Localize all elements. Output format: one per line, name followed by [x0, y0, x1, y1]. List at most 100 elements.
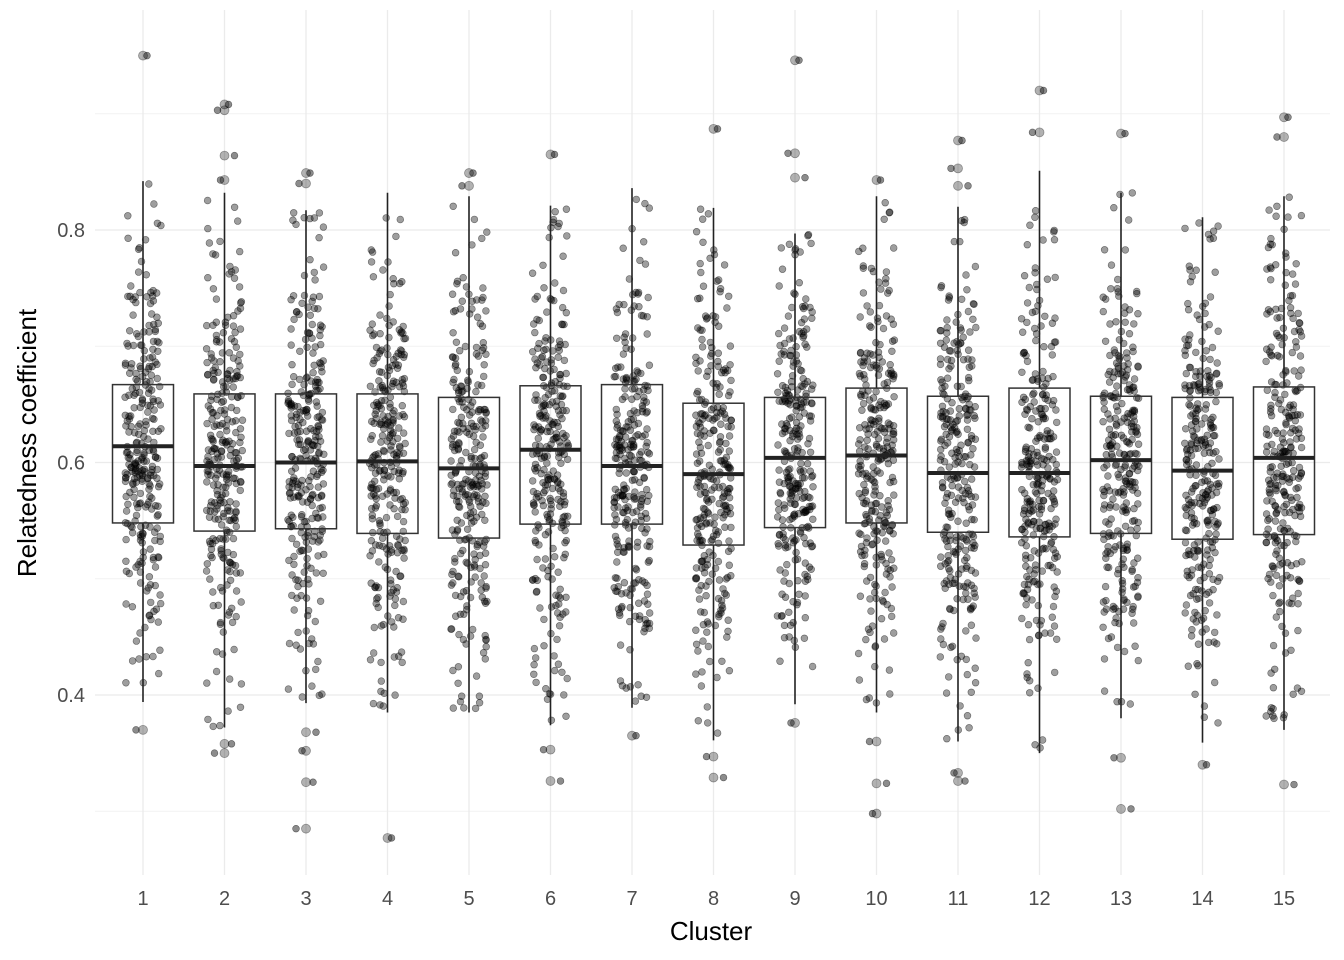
- jitter-point: [881, 537, 890, 545]
- jitter-point: [778, 265, 787, 273]
- jitter-point: [1267, 343, 1275, 351]
- jitter-point: [459, 588, 468, 596]
- jitter-point: [862, 577, 871, 585]
- jitter-point: [387, 446, 395, 454]
- jitter-point: [531, 460, 540, 469]
- jitter-point: [557, 498, 565, 506]
- jitter-point: [701, 505, 709, 513]
- jitter-point: [784, 312, 793, 320]
- jitter-point: [610, 498, 618, 506]
- jitter-point: [133, 473, 142, 481]
- jitter-point: [396, 215, 404, 224]
- jitter-point: [787, 346, 795, 355]
- jitter-point: [473, 542, 481, 551]
- jitter-point: [225, 608, 234, 616]
- outlier-point: [790, 172, 800, 183]
- jitter-point: [963, 416, 972, 424]
- jitter-point: [400, 351, 408, 359]
- jitter-point: [781, 425, 789, 433]
- jitter-point: [802, 295, 810, 303]
- jitter-point: [1211, 471, 1220, 479]
- jitter-point: [634, 431, 642, 439]
- jitter-point: [778, 590, 786, 598]
- jitter-point: [1206, 293, 1215, 301]
- jitter-point: [464, 424, 473, 433]
- jitter-point: [151, 528, 159, 536]
- jitter-point: [726, 342, 735, 350]
- jitter-point: [1025, 635, 1034, 644]
- jitter-point: [453, 280, 461, 288]
- jitter-point: [216, 496, 224, 504]
- jitter-point: [795, 426, 803, 434]
- jitter-point: [226, 558, 234, 567]
- jitter-point: [230, 457, 238, 465]
- jitter-point: [236, 247, 244, 256]
- jitter-point: [205, 239, 214, 247]
- jitter-point: [864, 625, 873, 633]
- jitter-point: [531, 328, 539, 337]
- jitter-point: [1289, 690, 1297, 698]
- jitter-point: [1126, 700, 1135, 708]
- jitter-point: [290, 315, 298, 324]
- jitter-point: [212, 295, 221, 303]
- jitter-point: [229, 534, 238, 543]
- jitter-point: [774, 539, 782, 548]
- jitter-point: [152, 605, 161, 613]
- jitter-point: [783, 560, 791, 569]
- jitter-point: [1203, 477, 1212, 485]
- jitter-point: [204, 224, 212, 233]
- jitter-point: [140, 328, 148, 336]
- jitter-point: [469, 493, 477, 501]
- jitter-point: [479, 648, 488, 657]
- jitter-point: [1263, 265, 1271, 273]
- jitter-point-outlier: [1284, 113, 1292, 121]
- jitter-point: [871, 642, 880, 650]
- jitter-point: [371, 477, 379, 485]
- jitter-point: [641, 381, 649, 390]
- jitter-point: [206, 539, 215, 548]
- jitter-point: [316, 597, 325, 605]
- jitter-point: [204, 371, 212, 379]
- jitter-point: [1187, 498, 1195, 507]
- jitter-point: [1042, 379, 1050, 388]
- jitter-point: [222, 422, 230, 430]
- jitter-point: [1192, 417, 1200, 425]
- jitter-point: [380, 425, 388, 433]
- jitter-point: [231, 266, 240, 274]
- jitter-point: [295, 436, 304, 444]
- jitter-point: [394, 349, 402, 357]
- jitter-point: [775, 506, 783, 514]
- jitter-point: [775, 478, 784, 486]
- jitter-point: [615, 609, 624, 617]
- jitter-point: [124, 212, 132, 220]
- jitter-point: [541, 394, 549, 402]
- jitter-point: [453, 427, 461, 435]
- jitter-point: [1215, 573, 1224, 582]
- jitter-point: [695, 438, 703, 446]
- jitter-point: [866, 595, 874, 603]
- jitter-point: [132, 563, 140, 571]
- jitter-point: [1113, 643, 1122, 652]
- jitter-point: [394, 542, 402, 550]
- jitter-point: [131, 429, 139, 437]
- jitter-point: [225, 467, 233, 476]
- jitter-point: [948, 509, 956, 518]
- jitter-point: [309, 369, 317, 377]
- jitter-point: [237, 680, 246, 688]
- jitter-point: [371, 541, 380, 549]
- jitter-point: [885, 666, 894, 674]
- jitter-point: [315, 234, 323, 242]
- jitter-point: [694, 479, 702, 487]
- jitter-point: [693, 390, 701, 398]
- jitter-point: [786, 465, 794, 473]
- jitter-point: [1130, 375, 1139, 383]
- jitter-point: [1053, 476, 1062, 484]
- jitter-point: [965, 724, 973, 732]
- jitter-point: [203, 457, 211, 465]
- jitter-point: [1099, 623, 1107, 631]
- jitter-point: [122, 492, 130, 501]
- jitter-point: [1116, 353, 1124, 361]
- jitter-point: [1118, 576, 1126, 585]
- jitter-point: [1267, 479, 1275, 488]
- jitter-point: [1050, 583, 1058, 591]
